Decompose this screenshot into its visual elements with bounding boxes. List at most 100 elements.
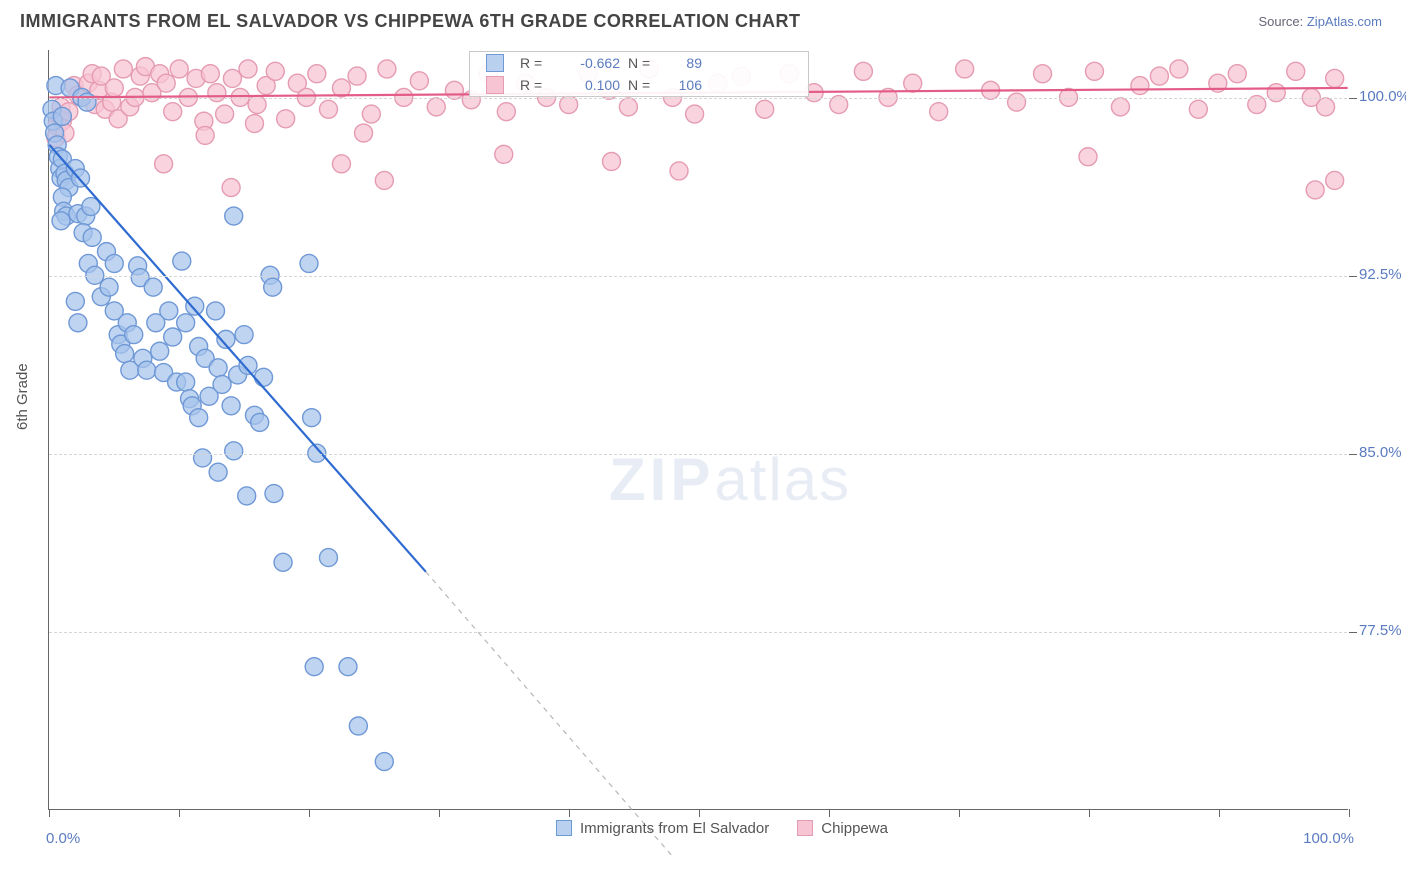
data-point: [225, 442, 243, 460]
data-point: [222, 397, 240, 415]
data-point: [216, 105, 234, 123]
x-tick: [569, 809, 570, 817]
legend-swatch-blue-icon: [556, 820, 572, 836]
legend-label-el-salvador: Immigrants from El Salvador: [580, 820, 769, 837]
data-point: [208, 84, 226, 102]
data-point: [52, 212, 70, 230]
data-point: [177, 373, 195, 391]
data-point: [375, 171, 393, 189]
data-point: [160, 302, 178, 320]
data-point: [223, 69, 241, 87]
y-tick: [1349, 276, 1357, 277]
data-point: [339, 658, 357, 676]
data-point: [194, 449, 212, 467]
data-point: [303, 409, 321, 427]
x-tick-100: 100.0%: [1303, 830, 1354, 847]
data-point: [164, 103, 182, 121]
data-point: [238, 487, 256, 505]
data-point: [1326, 171, 1344, 189]
data-point: [332, 155, 350, 173]
data-point: [255, 368, 273, 386]
data-point: [619, 98, 637, 116]
data-point: [1079, 148, 1097, 166]
chart-svg: [49, 50, 1348, 809]
data-point: [207, 302, 225, 320]
x-tick: [829, 809, 830, 817]
y-tick-label: 92.5%: [1359, 266, 1406, 283]
data-point: [170, 60, 188, 78]
data-point: [209, 359, 227, 377]
x-tick: [1219, 809, 1220, 817]
data-point: [1228, 65, 1246, 83]
x-tick: [309, 809, 310, 817]
data-point: [213, 375, 231, 393]
x-axis-footer: 0.0% 100.0% Immigrants from El Salvador …: [48, 820, 1348, 860]
source-link[interactable]: ZipAtlas.com: [1307, 14, 1382, 29]
data-point: [1008, 93, 1026, 111]
data-point: [349, 717, 367, 735]
data-point: [603, 152, 621, 170]
legend-label-chippewa: Chippewa: [821, 820, 888, 837]
legend-n-value-blue: 89: [662, 55, 702, 71]
data-point: [497, 103, 515, 121]
data-point: [186, 297, 204, 315]
gridline: [49, 454, 1352, 455]
data-point: [53, 107, 71, 125]
data-point: [116, 345, 134, 363]
data-point: [155, 155, 173, 173]
data-point: [251, 413, 269, 431]
data-point: [144, 278, 162, 296]
data-point: [1034, 65, 1052, 83]
legend-row-el-salvador: R = -0.662 N = 89: [470, 52, 808, 74]
source-credit: Source: ZipAtlas.com: [1258, 14, 1382, 29]
data-point: [956, 60, 974, 78]
data-point: [378, 60, 396, 78]
data-point: [854, 62, 872, 80]
legend-n-label: N =: [628, 55, 654, 71]
data-point: [375, 753, 393, 771]
data-point: [410, 72, 428, 90]
x-tick: [49, 809, 50, 817]
legend-n-value-pink: 106: [662, 77, 702, 93]
data-point: [69, 314, 87, 332]
data-point: [1170, 60, 1188, 78]
data-point: [1085, 62, 1103, 80]
legend-r-value-pink: 0.100: [556, 77, 620, 93]
data-point: [904, 74, 922, 92]
legend-swatch-pink: [486, 76, 504, 94]
y-tick: [1349, 632, 1357, 633]
data-point: [225, 207, 243, 225]
data-point: [164, 328, 182, 346]
data-point: [239, 60, 257, 78]
data-point: [78, 93, 96, 111]
data-point: [362, 105, 380, 123]
data-point: [277, 110, 295, 128]
data-point: [1306, 181, 1324, 199]
data-point: [319, 100, 337, 118]
data-point: [264, 278, 282, 296]
y-tick: [1349, 454, 1357, 455]
data-point: [157, 74, 175, 92]
data-point: [274, 553, 292, 571]
data-point: [265, 485, 283, 503]
data-point: [1150, 67, 1168, 85]
legend-swatch-pink-icon: [797, 820, 813, 836]
data-point: [196, 126, 214, 144]
data-point: [114, 60, 132, 78]
legend-item-chippewa: Chippewa: [797, 820, 888, 837]
data-point: [319, 549, 337, 567]
gridline: [49, 632, 1352, 633]
gridline: [49, 98, 1352, 99]
x-tick: [699, 809, 700, 817]
data-point: [151, 342, 169, 360]
y-tick-label: 77.5%: [1359, 622, 1406, 639]
legend-row-chippewa: R = 0.100 N = 106: [470, 74, 808, 96]
data-point: [138, 361, 156, 379]
legend-swatch-blue: [486, 54, 504, 72]
data-point: [1287, 62, 1305, 80]
data-point: [348, 67, 366, 85]
data-point: [308, 65, 326, 83]
source-prefix: Source:: [1258, 14, 1306, 29]
data-point: [427, 98, 445, 116]
data-point: [1317, 98, 1335, 116]
